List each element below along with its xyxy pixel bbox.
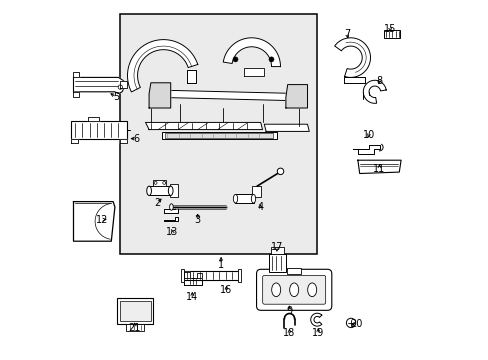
Ellipse shape: [289, 283, 298, 297]
Polygon shape: [145, 122, 262, 130]
Text: 12: 12: [96, 215, 108, 225]
Bar: [181, 269, 184, 282]
Ellipse shape: [271, 283, 280, 297]
Polygon shape: [127, 40, 197, 92]
Text: 5: 5: [113, 92, 120, 102]
Bar: [126, 324, 144, 331]
Ellipse shape: [169, 204, 173, 210]
FancyBboxPatch shape: [262, 275, 325, 304]
Text: 19: 19: [311, 328, 324, 338]
Text: 16: 16: [220, 285, 232, 295]
Polygon shape: [186, 70, 196, 83]
Polygon shape: [73, 92, 79, 97]
Bar: [235, 194, 253, 203]
Circle shape: [232, 57, 238, 62]
Text: 3: 3: [194, 215, 201, 225]
Polygon shape: [163, 217, 178, 221]
Text: 20: 20: [349, 319, 362, 329]
Bar: [268, 254, 285, 272]
Bar: [183, 271, 239, 280]
Circle shape: [346, 318, 355, 328]
Polygon shape: [87, 117, 99, 121]
Text: 13: 13: [166, 227, 178, 237]
Text: 2: 2: [154, 198, 160, 208]
Polygon shape: [184, 272, 189, 278]
Bar: [383, 30, 399, 38]
Polygon shape: [71, 139, 78, 143]
Circle shape: [268, 57, 273, 62]
Polygon shape: [73, 202, 115, 241]
Text: 21: 21: [128, 323, 141, 333]
Text: 1: 1: [218, 260, 224, 270]
Polygon shape: [120, 81, 127, 88]
Text: 10: 10: [362, 130, 374, 140]
Text: 4: 4: [257, 202, 263, 212]
Polygon shape: [285, 85, 307, 108]
Text: 11: 11: [373, 164, 385, 174]
FancyBboxPatch shape: [256, 269, 331, 310]
Bar: [170, 184, 178, 197]
Bar: [270, 247, 284, 254]
Ellipse shape: [233, 194, 237, 203]
Bar: [117, 298, 153, 324]
Bar: [162, 132, 276, 139]
Polygon shape: [73, 77, 123, 94]
Text: 6: 6: [133, 134, 139, 144]
Polygon shape: [149, 83, 170, 108]
Bar: [153, 180, 166, 186]
Polygon shape: [363, 80, 386, 103]
Text: 7: 7: [343, 29, 349, 39]
Ellipse shape: [146, 186, 151, 195]
Bar: [71, 121, 126, 139]
Ellipse shape: [307, 283, 316, 297]
Text: 14: 14: [186, 292, 198, 302]
Ellipse shape: [168, 186, 173, 195]
Polygon shape: [343, 77, 365, 83]
Bar: [286, 268, 301, 274]
Polygon shape: [352, 145, 379, 154]
Polygon shape: [184, 278, 202, 285]
Text: 9: 9: [286, 306, 292, 316]
Polygon shape: [120, 139, 126, 143]
Text: 8: 8: [376, 76, 382, 86]
Text: 17: 17: [270, 242, 283, 252]
Bar: [165, 133, 273, 138]
Bar: [120, 301, 150, 321]
Polygon shape: [73, 72, 79, 77]
Polygon shape: [151, 90, 302, 101]
Bar: [120, 14, 316, 254]
Bar: [238, 269, 241, 282]
Circle shape: [277, 168, 283, 175]
Text: 15: 15: [384, 24, 396, 34]
Polygon shape: [197, 273, 202, 278]
Polygon shape: [334, 38, 370, 77]
Polygon shape: [264, 124, 309, 131]
Bar: [149, 186, 170, 195]
Polygon shape: [163, 206, 178, 213]
Text: 18: 18: [283, 328, 295, 338]
Bar: [252, 186, 261, 197]
Polygon shape: [310, 313, 321, 326]
Polygon shape: [357, 160, 400, 174]
Ellipse shape: [251, 194, 255, 203]
Polygon shape: [223, 38, 280, 67]
Polygon shape: [244, 68, 264, 76]
